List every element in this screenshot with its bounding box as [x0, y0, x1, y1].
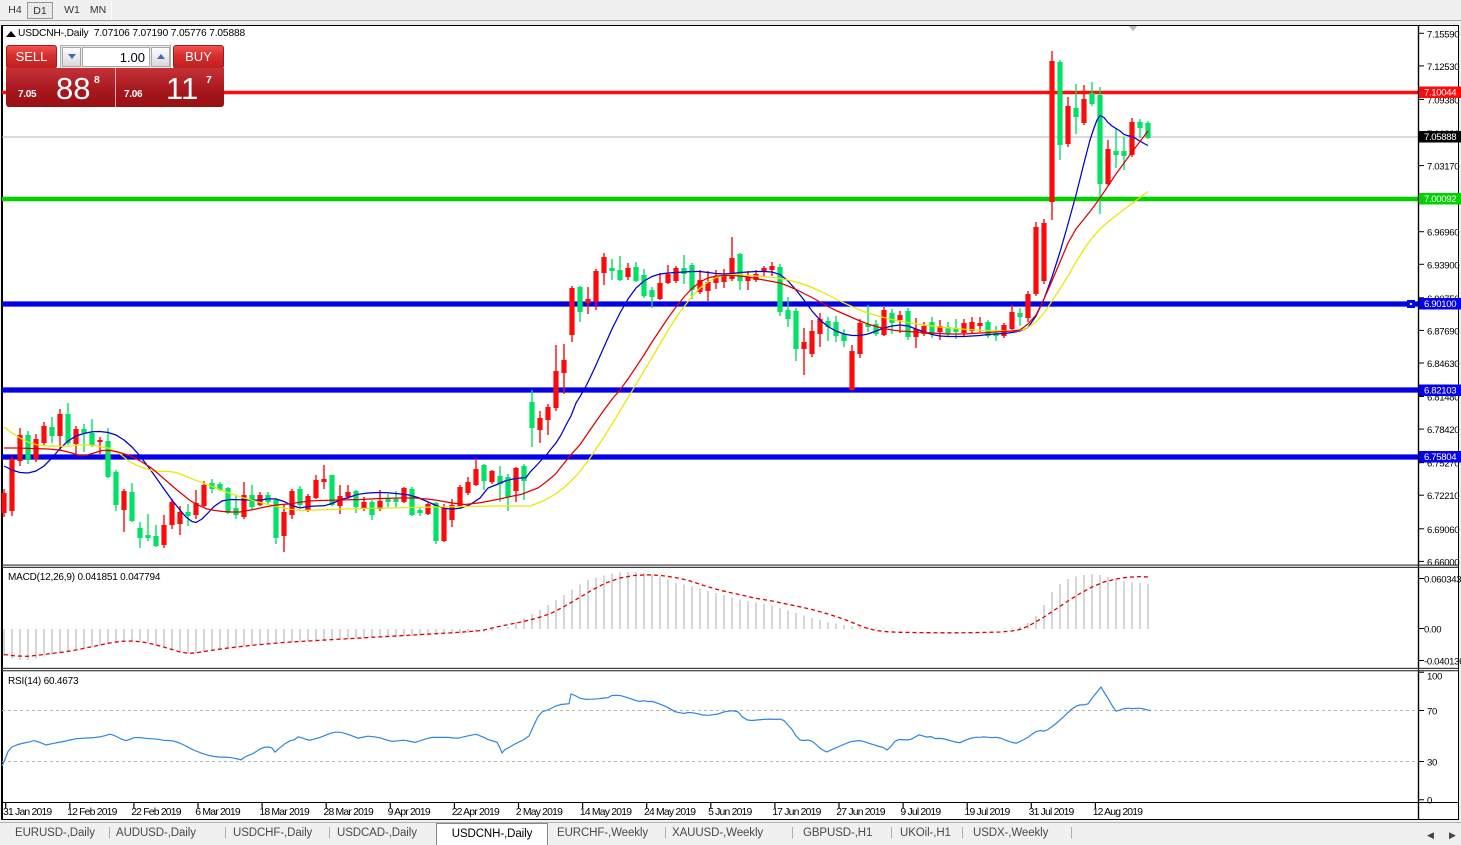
svg-text:7.05888: 7.05888	[1424, 132, 1456, 143]
svg-text:27 Jun 2019: 27 Jun 2019	[836, 807, 885, 818]
svg-text:22 Feb 2019: 22 Feb 2019	[131, 807, 182, 818]
svg-text:18 Mar 2019: 18 Mar 2019	[259, 807, 310, 818]
svg-text:6.72210: 6.72210	[1427, 491, 1459, 502]
svg-text:MACD(12,26,9) 0.041851 0.04779: MACD(12,26,9) 0.041851 0.047794	[8, 572, 161, 583]
svg-text:31 Jan 2019: 31 Jan 2019	[3, 807, 52, 818]
svg-text:0.00: 0.00	[1424, 625, 1441, 636]
svg-text:7.12530: 7.12530	[1427, 62, 1459, 73]
svg-text:RSI(14) 60.4673: RSI(14) 60.4673	[8, 676, 79, 687]
svg-text:7.09380: 7.09380	[1427, 95, 1459, 106]
svg-text:31 Jul 2019: 31 Jul 2019	[1029, 807, 1075, 818]
svg-text:9 Apr 2019: 9 Apr 2019	[388, 807, 431, 818]
svg-text:70: 70	[1427, 707, 1437, 718]
svg-text:9 Jul 2019: 9 Jul 2019	[900, 807, 941, 818]
svg-text:0.060343: 0.060343	[1424, 575, 1461, 586]
svg-text:19 Jul 2019: 19 Jul 2019	[965, 807, 1011, 818]
svg-text:6.82103: 6.82103	[1424, 386, 1456, 397]
svg-text:22 Apr 2019: 22 Apr 2019	[452, 807, 500, 818]
svg-text:6.75270: 6.75270	[1427, 459, 1459, 470]
svg-text:5 Jun 2019: 5 Jun 2019	[708, 807, 752, 818]
svg-text:6.75804: 6.75804	[1424, 452, 1457, 463]
svg-text:6.81480: 6.81480	[1427, 393, 1459, 404]
svg-text:-0.040136: -0.040136	[1424, 657, 1461, 668]
svg-text:7.00092: 7.00092	[1424, 194, 1456, 205]
svg-text:28 Mar 2019: 28 Mar 2019	[324, 807, 375, 818]
svg-text:0: 0	[1427, 796, 1432, 807]
svg-text:12 Aug 2019: 12 Aug 2019	[1093, 807, 1144, 818]
svg-text:2 May 2019: 2 May 2019	[516, 807, 563, 818]
svg-text:12 Feb 2019: 12 Feb 2019	[67, 807, 118, 818]
svg-text:17 Jun 2019: 17 Jun 2019	[772, 807, 821, 818]
svg-text:6.84630: 6.84630	[1427, 359, 1459, 370]
svg-text:24 May 2019: 24 May 2019	[644, 807, 696, 818]
svg-text:6.90100: 6.90100	[1424, 299, 1456, 310]
svg-text:6 Mar 2019: 6 Mar 2019	[195, 807, 241, 818]
svg-text:6.78420: 6.78420	[1427, 425, 1459, 436]
svg-text:7.03170: 7.03170	[1427, 162, 1459, 173]
svg-text:6.69060: 6.69060	[1427, 525, 1459, 536]
svg-text:30: 30	[1427, 758, 1437, 769]
svg-text:6.96960: 6.96960	[1427, 228, 1459, 239]
svg-text:14 May 2019: 14 May 2019	[580, 807, 632, 818]
svg-text:7.15590: 7.15590	[1427, 29, 1459, 40]
svg-text:100: 100	[1427, 672, 1442, 683]
svg-text:6.66000: 6.66000	[1427, 557, 1459, 568]
svg-text:7.10044: 7.10044	[1424, 88, 1457, 99]
svg-text:6.87690: 6.87690	[1427, 326, 1459, 337]
svg-text:6.93900: 6.93900	[1427, 260, 1459, 271]
